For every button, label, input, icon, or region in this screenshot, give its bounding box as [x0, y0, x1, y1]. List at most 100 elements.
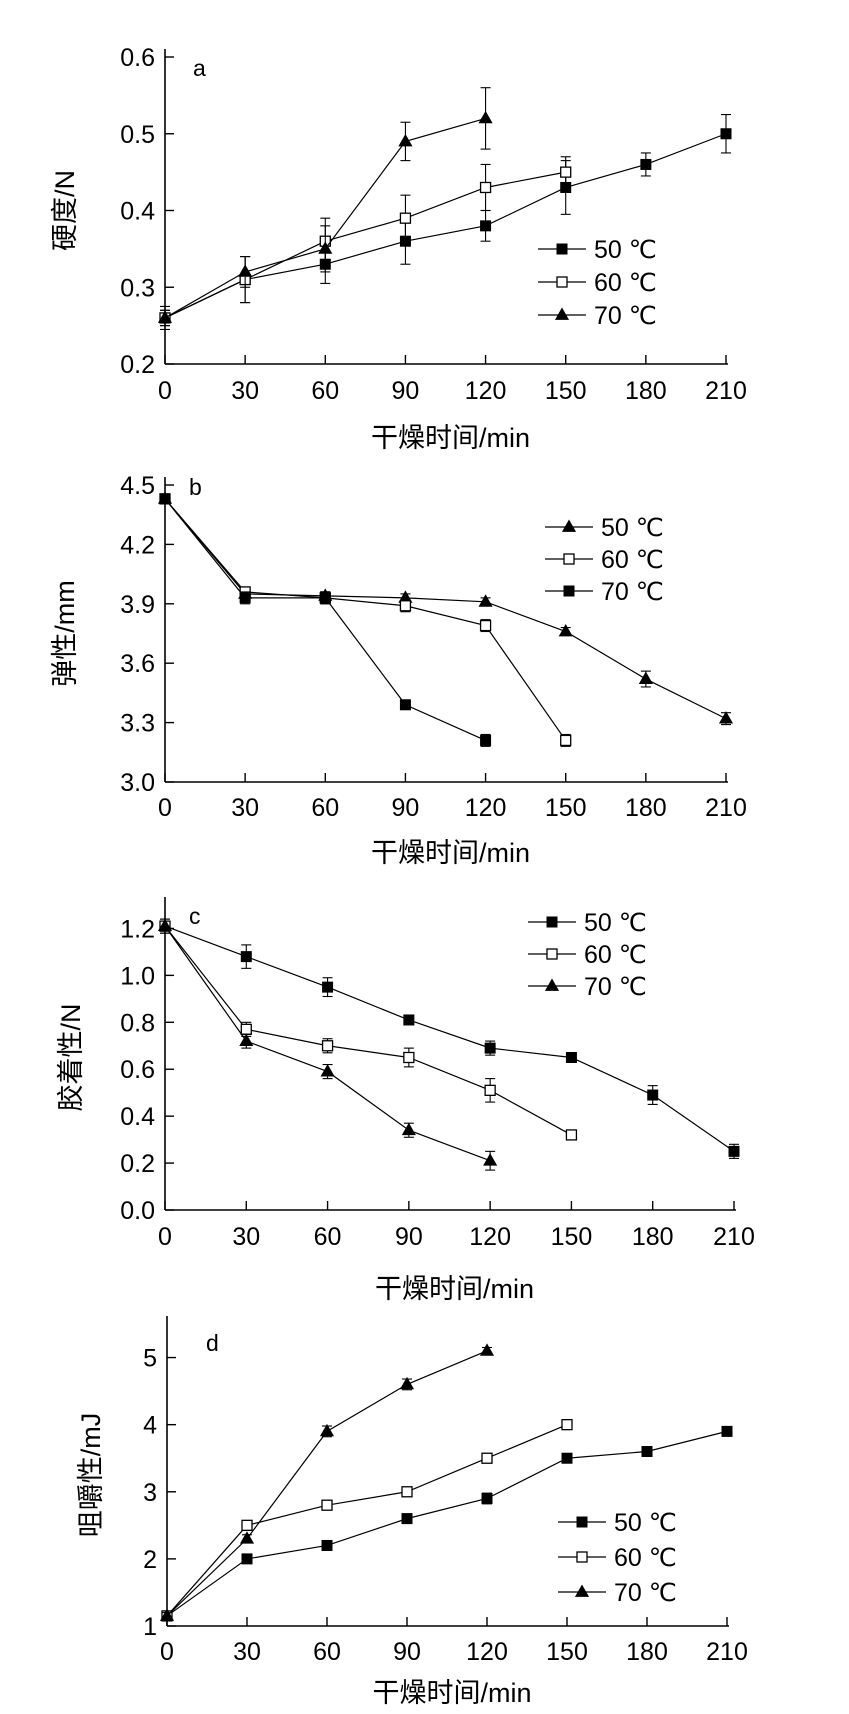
legend-entry: 60 ℃: [538, 269, 657, 297]
legend-marker: [546, 916, 558, 928]
data-point: [318, 241, 333, 254]
data-point: [478, 594, 493, 607]
legend-entry: 70 ℃: [528, 973, 647, 1001]
x-tick-label: 120: [465, 794, 507, 822]
series-line: [166, 1430, 728, 1617]
y-tick-label: 1.2: [120, 915, 155, 943]
legend-label: 70 ℃: [594, 302, 657, 330]
x-tick-label: 60: [311, 794, 339, 822]
y-tick-label: 0.4: [120, 198, 155, 226]
legend-marker: [563, 585, 575, 597]
data-point: [239, 1531, 255, 1544]
data-point: [479, 619, 492, 632]
legend-entry: 70 ℃: [558, 1579, 677, 1607]
x-axis-title: 干燥时间/min: [375, 1274, 534, 1304]
y-tick-label: 3.0: [120, 769, 155, 797]
x-tick-label: 180: [626, 1638, 668, 1666]
legend-entry: 70 ℃: [545, 578, 664, 606]
legend-marker: [574, 1584, 590, 1597]
data-point: [241, 1519, 253, 1531]
data-point: [560, 734, 572, 747]
legend-marker: [554, 307, 570, 320]
x-tick-label: 210: [705, 377, 747, 405]
y-tick-label: 4: [143, 1412, 157, 1440]
chart-panel-a: 0 30 60 90 120 150 180 210 0.2 0.3 0.4 0.5 0.6 干燥时间/m…: [50, 44, 747, 453]
x-tick-label: 30: [231, 794, 259, 822]
legend-label: 60 ℃: [594, 269, 657, 297]
panel-label: c: [189, 903, 201, 929]
y-tick-label: 0.0: [120, 1197, 155, 1225]
data-point: [241, 1553, 253, 1565]
x-tick-label: 120: [465, 377, 507, 405]
panel-label: d: [206, 1330, 219, 1356]
data-point: [721, 1425, 733, 1437]
x-tick-label: 150: [545, 794, 587, 822]
data-point: [319, 1423, 335, 1437]
data-point: [484, 1042, 496, 1054]
x-tick-label: 180: [625, 377, 667, 405]
series-line: [164, 498, 727, 720]
y-tick-label: 0.6: [120, 1056, 155, 1084]
data-point: [321, 1040, 334, 1052]
data-point: [641, 1446, 653, 1458]
data-point: [480, 220, 492, 232]
x-tick-label: 90: [393, 1638, 421, 1666]
y-axis-title: 咀嚼性/mJ: [76, 1413, 106, 1538]
x-tick-label: 60: [313, 1638, 341, 1666]
data-point: [321, 1539, 333, 1551]
legend-entry: 50 ℃: [528, 909, 647, 937]
data-point: [403, 1051, 415, 1064]
y-tick-label: 2: [143, 1546, 157, 1574]
data-point: [479, 181, 492, 194]
series-2: [159, 493, 492, 747]
y-tick-label: 0.3: [120, 274, 155, 302]
data-point: [240, 1023, 252, 1035]
y-tick-label: 4.5: [120, 472, 155, 500]
data-point: [401, 1486, 413, 1498]
data-point: [560, 166, 572, 178]
series-line: [164, 925, 572, 1136]
series-0: [159, 918, 740, 1159]
data-point: [239, 1033, 254, 1046]
legend-label: 50 ℃: [594, 236, 657, 264]
series-line: [164, 925, 735, 1152]
y-tick-label: 1: [143, 1613, 157, 1641]
data-point: [558, 623, 573, 637]
y-axis-title: 硬度/N: [50, 170, 80, 251]
series-line: [164, 498, 567, 741]
data-point: [321, 1499, 333, 1511]
x-tick-label: 90: [392, 377, 420, 405]
data-point: [159, 493, 171, 505]
data-point: [647, 1089, 659, 1101]
legend-label: 60 ℃: [601, 546, 664, 574]
legend-label: 60 ℃: [614, 1544, 677, 1572]
legend-label: 50 ℃: [584, 909, 647, 937]
x-tick-label: 30: [232, 1223, 260, 1251]
data-point: [322, 981, 334, 993]
x-tick-label: 0: [158, 1223, 172, 1251]
data-point: [399, 1376, 415, 1390]
data-point: [399, 699, 411, 711]
data-point: [238, 264, 253, 277]
y-tick-label: 3.6: [120, 650, 155, 678]
legend-label: 50 ℃: [601, 514, 664, 542]
data-point: [320, 1064, 335, 1077]
data-point: [565, 1129, 578, 1141]
x-tick-label: 150: [551, 1223, 593, 1251]
x-tick-label: 30: [233, 1638, 261, 1666]
data-point: [720, 128, 732, 140]
y-tick-label: 0.4: [120, 1103, 155, 1131]
data-point: [401, 1122, 416, 1136]
y-tick-label: 3: [143, 1479, 157, 1507]
x-tick-label: 210: [705, 794, 747, 822]
data-point: [481, 1492, 493, 1504]
legend-marker: [563, 553, 575, 565]
chart-panel-b: 0 30 60 90 120 150 180 210 3.0 3.3 3.6 3.9 4.2 4.5 干燥时…: [50, 472, 747, 868]
data-point: [479, 1343, 495, 1356]
x-tick-label: 0: [160, 1638, 174, 1666]
legend-label: 70 ℃: [601, 578, 664, 606]
legend-entry: 50 ℃: [538, 236, 657, 264]
data-point: [319, 592, 331, 604]
data-point: [718, 711, 734, 724]
legend-marker: [576, 1551, 588, 1563]
